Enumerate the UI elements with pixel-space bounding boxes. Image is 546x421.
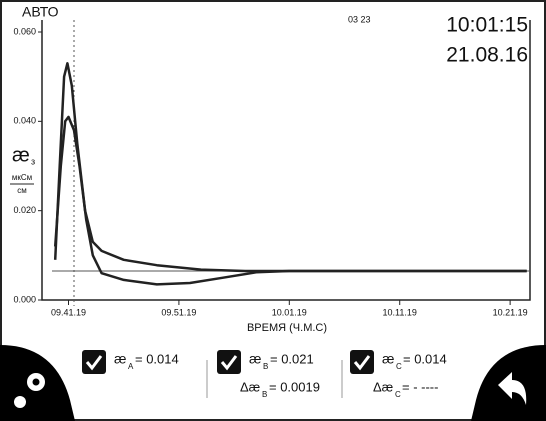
date: 21.08.16 [446, 44, 528, 67]
check-mark [353, 355, 371, 371]
readout-sub: С [396, 362, 402, 371]
time: 10:01:15 [446, 14, 528, 37]
code: 03 23 [348, 14, 371, 24]
y-unit-top: мкСм [12, 173, 32, 182]
delta-value: = - ---- [402, 379, 438, 394]
x-tick-label: 09.41.19 [51, 307, 86, 317]
delta-symbol: Δæ [373, 379, 393, 394]
readout-symbol: æ [249, 351, 261, 367]
series-line [53, 115, 527, 286]
checkbox[interactable] [217, 350, 241, 374]
check-mark [85, 355, 103, 371]
checkbox[interactable] [82, 350, 106, 374]
check-mark [220, 355, 238, 371]
x-tick-label: 10.21.19 [493, 307, 528, 317]
delta-value: = 0.0019 [269, 379, 320, 394]
mode: АВТО [22, 4, 59, 20]
readout-sub: А [128, 362, 134, 371]
delta-sub: В [262, 390, 267, 399]
delta-symbol: Δæ [240, 379, 260, 394]
y-label: æ з мкСм см [10, 144, 35, 195]
readout-symbol: æ [114, 351, 126, 367]
y-symbol: æ [12, 144, 30, 166]
y-tick-label: 0.020 [13, 205, 36, 215]
x-label: ВРЕМЯ (Ч.М.С) [247, 322, 327, 334]
delta-sub: С [395, 390, 401, 399]
readout-value: = 0.014 [403, 351, 447, 366]
x-tick-label: 09.51.19 [161, 307, 196, 317]
checkbox[interactable] [350, 350, 374, 374]
readout-symbol: æ [382, 351, 394, 367]
gear-hole [32, 378, 40, 386]
x-tick-label: 10.01.19 [272, 307, 307, 317]
y-sub: з [31, 156, 35, 166]
x-tick-label: 10.11.19 [383, 307, 417, 317]
plot: 0.000 0.020 0.040 0.060 09.41.19 09.51.19 10.0… [13, 20, 531, 317]
readout-value: = 0.014 [135, 351, 179, 366]
y-tick-label: 0.000 [13, 294, 36, 304]
y-unit-bottom: см [17, 186, 27, 195]
readout-sub: В [263, 362, 268, 371]
readout-value: = 0.021 [270, 351, 314, 366]
back-icon [498, 372, 527, 405]
y-tick-label: 0.040 [13, 116, 36, 126]
series-line [53, 62, 527, 273]
y-tick-label: 0.060 [13, 26, 36, 36]
axes [41, 20, 531, 301]
